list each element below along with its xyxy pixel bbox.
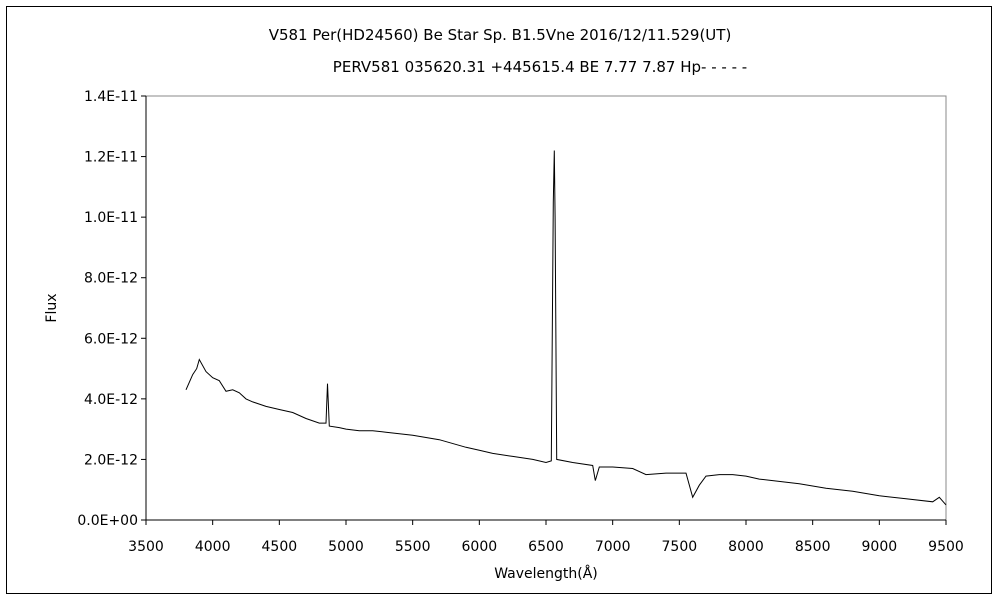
series-group <box>185 150 947 506</box>
x-tick-label: 5500 <box>395 539 431 555</box>
y-tick-label: 1.0E-11 <box>84 210 138 226</box>
y-tick-label: 4.0E-12 <box>84 392 138 408</box>
x-tick-label: 6500 <box>528 539 564 555</box>
plot-area <box>145 95 947 521</box>
x-tick-label: 7000 <box>595 539 631 555</box>
x-tick-label: 4000 <box>195 539 231 555</box>
x-tick-label: 7500 <box>662 539 698 555</box>
x-tick-label: 8000 <box>728 539 764 555</box>
y-axis-ticks: 0.0E+00 2.0E-12 4.0E-12 6.0E-12 8.0E-12 1.0E-… <box>77 89 146 529</box>
chart-frame <box>6 6 992 594</box>
x-axis-ticks: 3500 4000 4500 5000 5500 6000 6500 7000 7500 8000… <box>128 520 964 555</box>
y-tick-label: 6.0E-12 <box>84 331 138 347</box>
x-tick-label: 3500 <box>128 539 164 555</box>
x-tick-label: 9500 <box>928 539 964 555</box>
y-tick-label: 1.4E-11 <box>84 89 138 105</box>
x-tick-label: 6000 <box>462 539 498 555</box>
x-tick-label: 9000 <box>862 539 898 555</box>
spectrum-line <box>185 150 947 506</box>
x-tick-label: 4500 <box>262 539 298 555</box>
y-tick-label: 1.2E-11 <box>84 150 138 166</box>
x-tick-label: 8500 <box>795 539 831 555</box>
y-tick-label: 0.0E+00 <box>77 513 138 529</box>
chart-subtitle: PERV581 035620.31 +445615.4 BE 7.77 7.87… <box>333 58 747 76</box>
chart-title: V581 Per(HD24560) Be Star Sp. B1.5Vne 20… <box>269 26 732 44</box>
y-tick-label: 8.0E-12 <box>84 271 138 287</box>
y-axis-label: Flux <box>44 293 60 322</box>
x-axis-label: Wavelength(Å) <box>494 565 598 582</box>
y-tick-label: 2.0E-12 <box>84 452 138 468</box>
x-tick-label: 5000 <box>328 539 364 555</box>
